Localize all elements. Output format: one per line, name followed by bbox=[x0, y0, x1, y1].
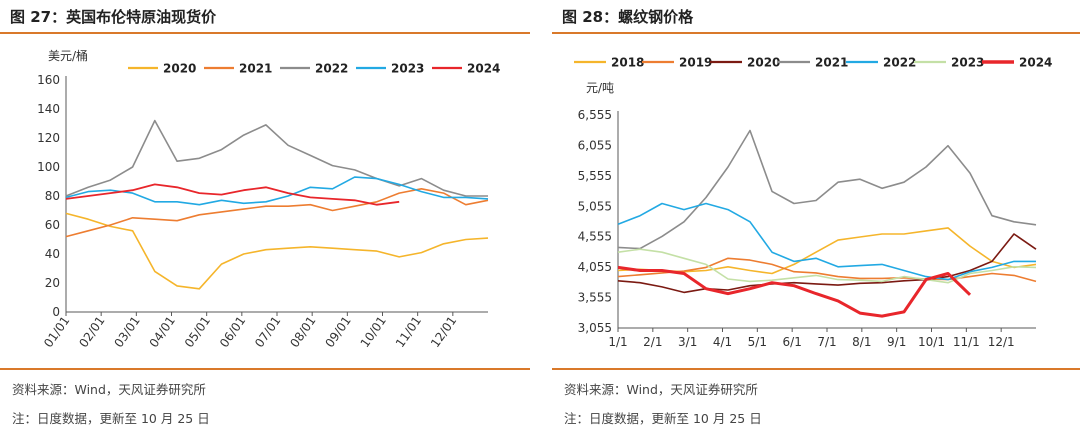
series-line-2023 bbox=[617, 248, 1037, 284]
legend-label-2023: 2023 bbox=[391, 62, 424, 76]
x-tick-label: 07/01 bbox=[252, 314, 283, 350]
series-line-2020 bbox=[617, 233, 1037, 294]
note-text: 注：日度数据，更新至 10 月 25 日 bbox=[564, 411, 762, 426]
x-tick-label: 4/1 bbox=[713, 335, 732, 349]
x-tick-label: 1/1 bbox=[608, 335, 627, 349]
y-tick-label: 4,555 bbox=[578, 230, 612, 244]
y-tick-label: 40 bbox=[45, 247, 60, 261]
legend-label-2021: 2021 bbox=[815, 56, 848, 70]
x-tick-label: 10/01 bbox=[358, 314, 389, 350]
y-tick-label: 4,055 bbox=[578, 260, 612, 274]
y-tick-label: 0 bbox=[52, 305, 60, 319]
legend-label-2021: 2021 bbox=[239, 62, 272, 76]
x-tick-label: 08/01 bbox=[287, 314, 318, 350]
series-line-2024 bbox=[65, 183, 400, 206]
y-tick-label: 60 bbox=[45, 218, 60, 232]
x-tick-label: 8/1 bbox=[852, 335, 871, 349]
series-line-2019 bbox=[617, 257, 1037, 283]
source-text: 资料来源：Wind，天风证券研究所 bbox=[12, 382, 206, 397]
figure-title: 图 28：螺纹钢价格 bbox=[562, 8, 694, 26]
divider bbox=[0, 368, 530, 370]
note-text: 注：日度数据，更新至 10 月 25 日 bbox=[12, 411, 210, 426]
legend-label-2018: 2018 bbox=[611, 56, 644, 70]
legend-label-2020: 2020 bbox=[163, 62, 196, 76]
series-line-2018 bbox=[617, 227, 1037, 275]
legend-label-2024: 2024 bbox=[1019, 56, 1052, 70]
y-tick-label: 6,555 bbox=[578, 108, 612, 122]
legend-label-2022: 2022 bbox=[315, 62, 348, 76]
rebar-panel: 图 28：螺纹钢价格 元/吨 3,055 3,555 4,055 4,555 5,055 5… bbox=[552, 0, 1080, 435]
y-tick-label: 5,555 bbox=[578, 169, 612, 183]
series-line-2021 bbox=[65, 188, 489, 238]
divider bbox=[0, 32, 530, 34]
source-text: 资料来源：Wind，天风证券研究所 bbox=[564, 382, 758, 397]
y-tick-label: 120 bbox=[37, 131, 60, 145]
x-tick-label: 04/01 bbox=[147, 314, 178, 350]
y-unit-label: 美元/桶 bbox=[48, 48, 88, 63]
x-tick-label: 7/1 bbox=[817, 335, 836, 349]
divider bbox=[552, 368, 1080, 370]
legend-label-2024: 2024 bbox=[467, 62, 500, 76]
series-line-2020 bbox=[65, 212, 489, 290]
y-tick-label: 20 bbox=[45, 276, 60, 290]
legend-label-2023: 2023 bbox=[951, 56, 984, 70]
x-tick-label: 06/01 bbox=[217, 314, 248, 350]
y-tick-label: 160 bbox=[37, 73, 60, 87]
x-tick-label: 02/01 bbox=[76, 314, 107, 350]
divider bbox=[552, 32, 1080, 34]
series-line-2023 bbox=[65, 176, 489, 206]
figure-title: 图 27：英国布伦特原油现货价 bbox=[10, 8, 217, 26]
series-line-2024 bbox=[617, 265, 972, 318]
x-tick-label: 6/1 bbox=[783, 335, 802, 349]
series-line-2022 bbox=[65, 119, 488, 197]
x-tick-label: 2/1 bbox=[643, 335, 662, 349]
x-tick-label: 03/01 bbox=[111, 314, 142, 350]
y-tick-label: 100 bbox=[37, 160, 60, 174]
y-tick-label: 3,555 bbox=[578, 291, 612, 305]
y-tick-label: 6,055 bbox=[578, 138, 612, 152]
x-tick-label: 3/1 bbox=[678, 335, 697, 349]
x-tick-label: 5/1 bbox=[748, 335, 767, 349]
series-line-2021 bbox=[617, 129, 1037, 250]
x-tick-label: 05/01 bbox=[182, 314, 213, 350]
legend-label-2019: 2019 bbox=[679, 56, 712, 70]
y-tick-label: 80 bbox=[45, 189, 60, 203]
x-tick-label: 10/1 bbox=[918, 335, 945, 349]
y-tick-label: 5,055 bbox=[578, 199, 612, 213]
x-tick-label: 12/01 bbox=[428, 314, 459, 350]
brent-panel: 图 27：英国布伦特原油现货价 美元/桶 0 20 40 60 80 100 120 140 16… bbox=[0, 0, 530, 435]
x-tick-label: 12/1 bbox=[988, 335, 1015, 349]
x-tick-label: 11/01 bbox=[393, 314, 424, 350]
x-tick-label: 11/1 bbox=[953, 335, 980, 349]
y-unit-label: 元/吨 bbox=[586, 81, 614, 95]
x-tick-label: 09/01 bbox=[322, 314, 353, 350]
x-tick-label: 01/01 bbox=[41, 314, 72, 350]
rebar-chart: 元/吨 3,055 3,555 4,055 4,555 5,055 5,555 6,055 6,… bbox=[574, 56, 1052, 349]
x-tick-label: 9/1 bbox=[887, 335, 906, 349]
legend-label-2022: 2022 bbox=[883, 56, 916, 70]
brent-chart: 美元/桶 0 20 40 60 80 100 120 140 160 01/01 02/01 03/01… bbox=[37, 48, 500, 350]
legend-label-2020: 2020 bbox=[747, 56, 780, 70]
y-tick-label: 3,055 bbox=[578, 321, 612, 335]
y-tick-label: 140 bbox=[37, 102, 60, 116]
series-line-2022 bbox=[617, 202, 1036, 281]
